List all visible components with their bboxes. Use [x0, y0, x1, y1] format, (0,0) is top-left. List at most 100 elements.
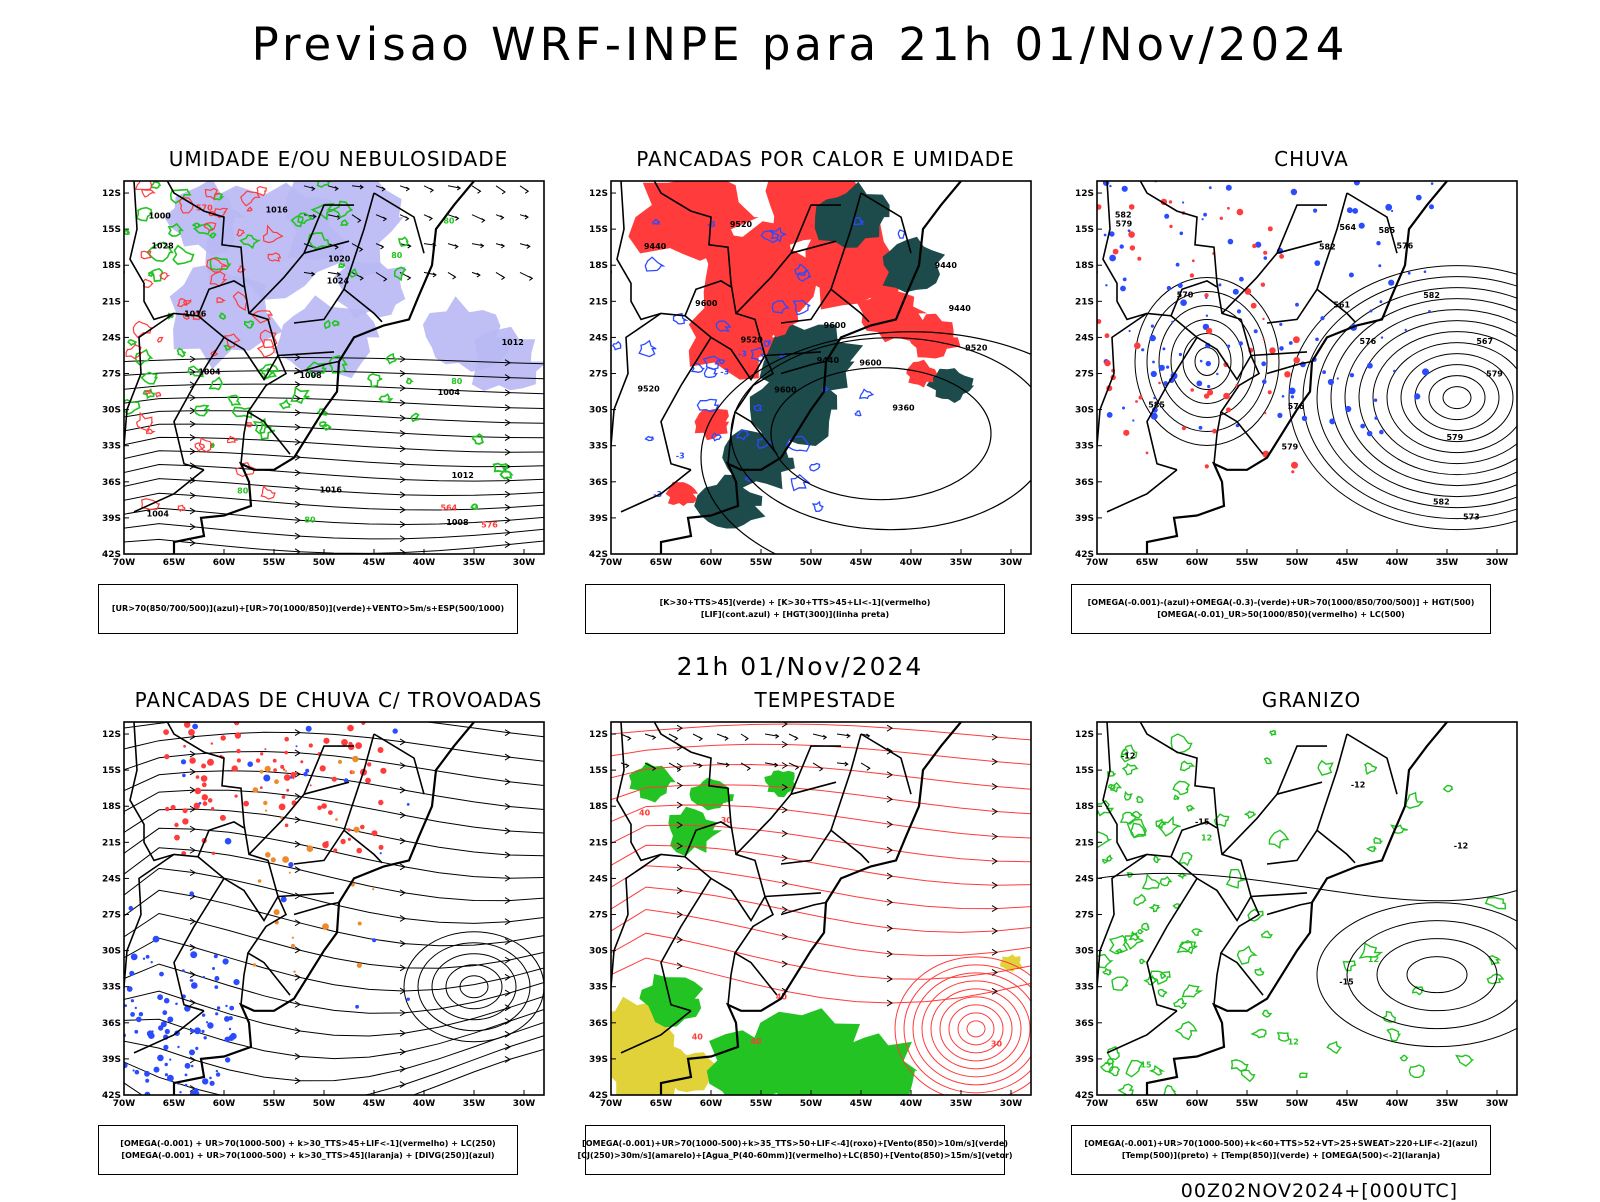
thunder-red [255, 758, 261, 763]
border-line [780, 360, 827, 375]
rain-blue [1279, 346, 1284, 351]
streamline-arrow [294, 816, 301, 824]
lif-contour [744, 476, 752, 483]
wind-vector [812, 733, 827, 738]
humidity-contour-green [340, 219, 349, 226]
rain-blue [1109, 184, 1112, 188]
rain-red [1158, 381, 1161, 385]
streamline-arrow [294, 919, 301, 927]
divergence-blue [167, 1074, 174, 1082]
wind-streamline-arrow [294, 438, 301, 446]
streamline-arrow [294, 1053, 301, 1060]
lon-label: 35W [950, 1099, 973, 1109]
wind-vector [407, 275, 412, 281]
thunder-red [165, 806, 170, 812]
humidity-contour-green [410, 412, 420, 423]
thunder-red [331, 776, 337, 782]
rain-blue [1261, 361, 1267, 367]
contour-label: 9600 [695, 299, 718, 308]
thunder-red [234, 794, 238, 798]
lc-contour-red-arrow [676, 864, 683, 872]
border-line [620, 1010, 692, 1054]
panel-legend: [UR>70(850/700/500)](azul)+[UR>70(1000/8… [98, 584, 518, 634]
lif-contour [854, 410, 862, 417]
lc-contour-red [611, 723, 1031, 741]
thunder-orange [352, 755, 359, 763]
map-frame [123, 180, 545, 555]
divergence-blue [129, 970, 135, 976]
rain-blue [1352, 208, 1359, 214]
lon-label: 45W [1336, 1099, 1359, 1109]
wind-vector [627, 735, 632, 741]
lon-label: 65W [163, 1099, 186, 1109]
thunder-orange [274, 779, 279, 785]
wind-streamline [124, 370, 544, 380]
temp850-contour [1121, 749, 1130, 756]
map-layers: 1016 1016 1012 1008 1004 1004 1012 1016 1020 1024… [124, 181, 544, 554]
legend-line: [OMEGA(-0.001)+UR>70(1000-500)+k>35_TTS>… [582, 1139, 1008, 1148]
temp850-contour [1236, 945, 1258, 965]
humidity-contour-green [499, 469, 514, 480]
jet-yellow [611, 1030, 690, 1095]
border-line [277, 351, 335, 357]
lc-contour-red-arrow [991, 758, 998, 766]
lon-label: 40W [1386, 558, 1409, 568]
rain-blue [1415, 194, 1422, 201]
divergence-blue [247, 761, 253, 767]
wind-vector [327, 271, 341, 275]
rain-blue [1109, 254, 1116, 262]
panel-legend: [OMEGA(-0.001) + UR>70(1000-500) + k>30_… [98, 1125, 518, 1175]
rain-red [1128, 204, 1135, 210]
divergence-blue [157, 1054, 164, 1062]
streamline-arrow [399, 837, 406, 845]
lon-label: 55W [263, 558, 286, 568]
streamline [124, 722, 544, 738]
wind-green [822, 1033, 918, 1095]
wind-vector [775, 733, 780, 739]
streamline-arrow [189, 1056, 196, 1064]
humidity-contour-green [323, 319, 331, 330]
temp850-contour [1123, 790, 1133, 801]
streamline [459, 975, 489, 999]
lat-label: 12S [589, 189, 608, 199]
streamline-arrow [399, 915, 406, 922]
divergence-blue [201, 1013, 206, 1017]
lc-contour [939, 996, 1013, 1062]
panel-pancadas-calor: PANCADAS POR CALOR E UMIDADE 9600 9600 952… [583, 147, 1068, 647]
streamline-arrow [294, 749, 301, 757]
border-line [1106, 1010, 1178, 1054]
temp850-contour [1107, 1045, 1120, 1061]
thunder-red [317, 805, 322, 811]
lat-label: 33S [589, 983, 608, 993]
thunder-red [365, 777, 371, 784]
thunder-orange [280, 816, 284, 820]
lat-label: 36S [1075, 478, 1094, 488]
humidity-contour-green [134, 348, 154, 367]
wind-streamline-arrow [504, 389, 511, 397]
rain-blue [1279, 322, 1283, 326]
contour-label: -3 [720, 368, 729, 377]
humidity-contour-green [290, 215, 304, 228]
thunder-red [163, 729, 169, 735]
contour-label: -3 [707, 220, 716, 229]
streamline-arrow [294, 840, 301, 848]
lon-label: 50W [1286, 558, 1309, 568]
wind-streamline [124, 410, 544, 424]
wind-streamline-arrow [189, 434, 196, 442]
rain-red [1189, 273, 1195, 278]
contour-label: 9520 [637, 385, 660, 394]
contour-label: 40 [639, 808, 651, 817]
lon-label: 60W [700, 558, 723, 568]
rain-red [1145, 451, 1149, 455]
lc-contour-red-arrow [886, 795, 893, 803]
border-line [248, 745, 354, 855]
rain-blue [1345, 405, 1352, 413]
border-line [134, 181, 291, 455]
temp850-contour [1107, 1066, 1121, 1077]
wind-streamline-arrow [504, 516, 511, 524]
divergence-blue [228, 1016, 233, 1021]
humidity-contour-green [331, 319, 340, 327]
border-line [1346, 733, 1398, 795]
border-line [303, 240, 350, 254]
temp500-contour [1316, 902, 1517, 1048]
